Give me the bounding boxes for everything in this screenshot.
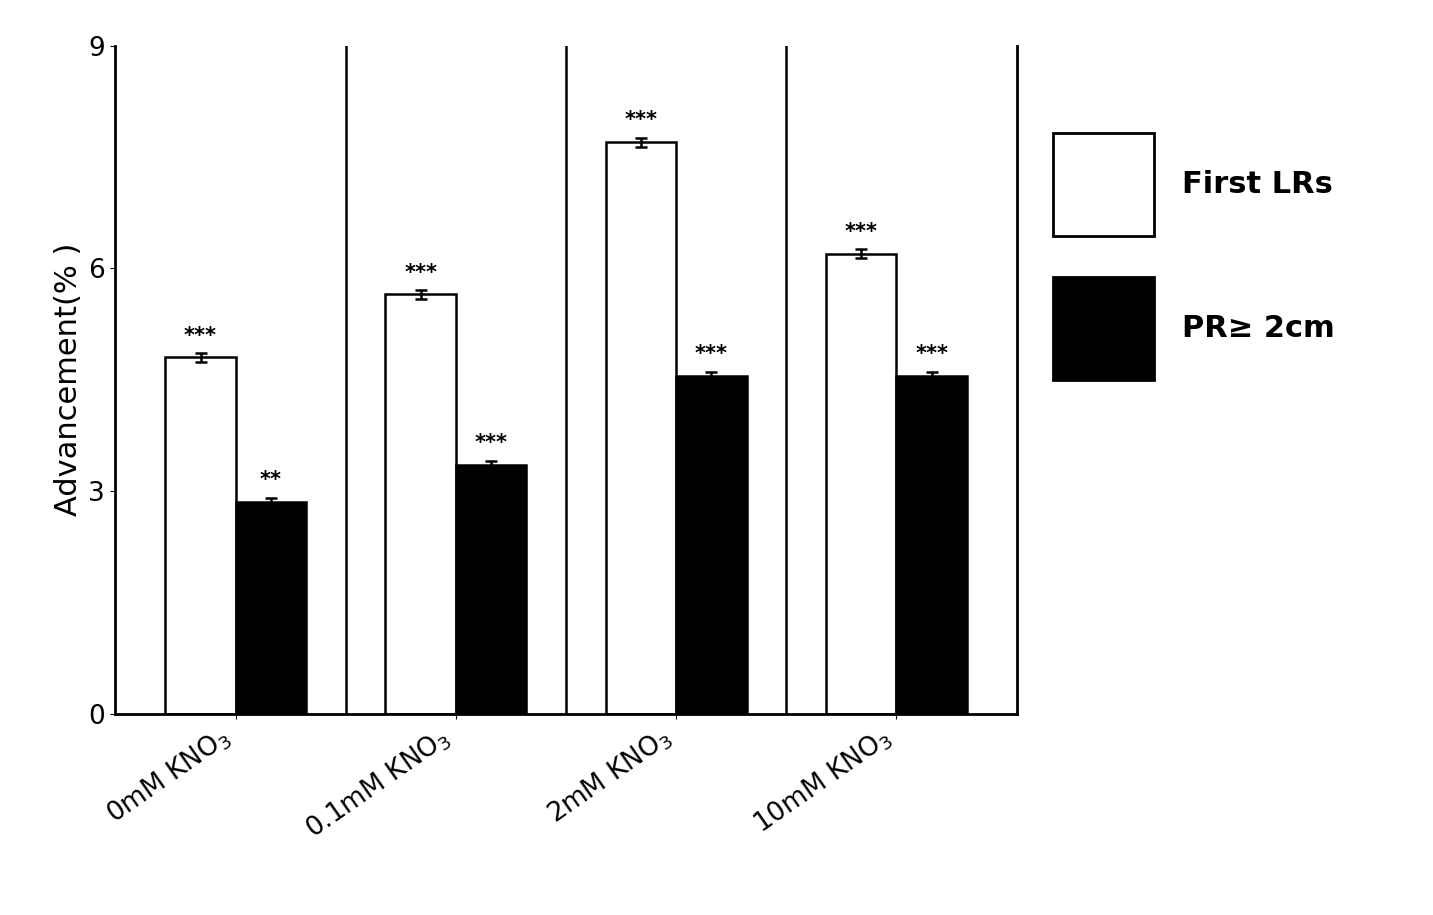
Text: ***: *** (474, 433, 507, 453)
Y-axis label: Advancement(% ): Advancement(% ) (53, 243, 83, 516)
FancyBboxPatch shape (1053, 277, 1154, 380)
Text: ***: *** (404, 263, 437, 283)
Text: PR≥ 2cm: PR≥ 2cm (1182, 314, 1336, 343)
Bar (825, 253, 896, 714)
Text: ***: *** (916, 344, 949, 364)
Bar (456, 465, 526, 714)
Text: ***: *** (625, 111, 658, 130)
Bar (606, 142, 676, 714)
Bar (165, 358, 236, 714)
FancyBboxPatch shape (1053, 133, 1154, 235)
Bar (236, 502, 307, 714)
Bar (896, 376, 967, 714)
Text: **: ** (259, 470, 282, 490)
Bar (676, 376, 747, 714)
Bar (385, 295, 456, 714)
Text: ***: *** (183, 326, 216, 346)
Text: First LRs: First LRs (1182, 170, 1333, 199)
Text: ***: *** (844, 221, 877, 242)
Text: ***: *** (695, 344, 728, 364)
